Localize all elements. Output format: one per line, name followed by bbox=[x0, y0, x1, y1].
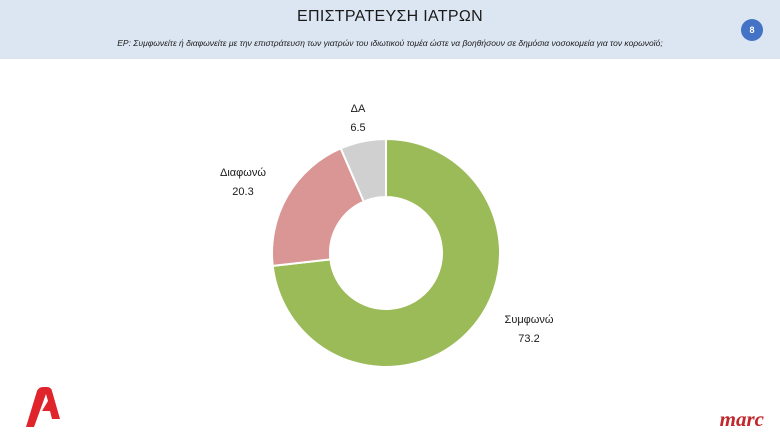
slice-label-disagree: Διαφωνώ bbox=[220, 167, 266, 179]
page-title: ΕΠΙΣΤΡΑΤΕΥΣΗ ΙΑΤΡΩΝ bbox=[297, 8, 483, 25]
slice-value-agree: 73.2 bbox=[518, 333, 539, 345]
slice-value-dk: 6.5 bbox=[350, 122, 365, 134]
question-subtitle: ΕΡ: Συμφωνείτε ή διαφωνείτε με την επιστ… bbox=[117, 38, 663, 48]
slice-dk bbox=[339, 137, 387, 203]
header-bar: ΕΠΙΣΤΡΑΤΕΥΣΗ ΙΑΤΡΩΝ ΕΡ: Συμφωνείτε ή δια… bbox=[0, 0, 780, 59]
slice-value-disagree: 20.3 bbox=[232, 186, 253, 198]
slice-label-agree: Συμφωνώ bbox=[505, 314, 554, 326]
slice-agree bbox=[271, 137, 501, 368]
marc-logo: marc bbox=[719, 407, 764, 431]
donut-slices bbox=[271, 137, 501, 368]
alpha-logo bbox=[22, 385, 62, 434]
slice-disagree bbox=[271, 147, 366, 267]
page-number-badge: 8 bbox=[741, 19, 763, 41]
donut-labels: Συμφωνώ 73.2 Διαφωνώ 20.3 ΔΑ 6.5 bbox=[220, 103, 554, 345]
slice-label-dk: ΔΑ bbox=[351, 103, 366, 115]
alpha-logo-mark bbox=[26, 387, 60, 427]
